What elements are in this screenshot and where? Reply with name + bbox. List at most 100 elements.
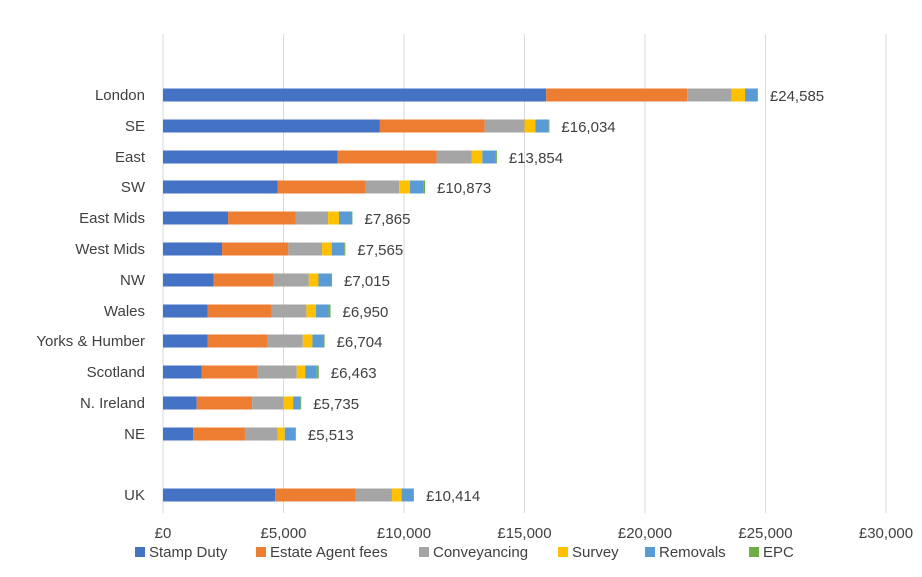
bar-segment [316,305,329,318]
legend-swatch [645,547,655,557]
total-label: £13,854 [509,150,563,167]
bar-segment [380,120,485,133]
bar-segment [392,489,402,502]
legend-swatch [135,547,145,557]
bar-segment [274,274,309,287]
legend-label: Removals [659,544,726,561]
category-label: UK [124,487,145,504]
bar-segment [275,489,356,502]
total-label: £6,950 [342,304,388,321]
bar-segment [309,274,319,287]
legend-swatch [749,547,759,557]
bar-segment [312,335,324,348]
total-label: £24,585 [770,88,824,105]
bar-segment [413,489,414,502]
category-label: N. Ireland [80,395,145,412]
bar-segment [525,120,536,133]
total-label: £10,873 [437,180,491,197]
bar-segment [285,428,296,441]
legend-swatch [558,547,568,557]
bar-segment [228,212,295,225]
bar-segment [163,212,228,225]
x-tick-label: £20,000 [618,525,672,542]
bar-segment [193,428,245,441]
bar-segment [331,274,332,287]
category-label: NE [124,426,145,443]
legend: Stamp Duty Estate Agent fees Conveyancing S… [135,544,794,561]
bar-segment [257,366,297,379]
total-label: £10,414 [426,488,480,505]
x-tick-label: £15,000 [497,525,551,542]
bar-segment [252,397,283,410]
bar-segment [329,305,331,318]
bar-segment [437,151,472,164]
bar-segment [482,151,495,164]
bar-segment [277,181,365,194]
legend-label: Conveyancing [433,544,528,561]
bar-segment [163,243,222,256]
total-label: £5,735 [313,396,359,413]
total-label: £6,463 [331,365,377,382]
bar-segment [208,305,272,318]
bar-segment [163,397,197,410]
bar-segment [745,89,757,102]
bar-segment [338,151,437,164]
category-label: West Mids [75,241,145,258]
bar-segment [163,305,208,318]
bar-segment [485,120,525,133]
bar-segment [163,89,546,102]
bar-segment [344,243,345,256]
legend-label: Survey [572,544,619,561]
bar-segment [303,335,313,348]
legend-label: Estate Agent fees [270,544,388,561]
bar-segment [297,366,305,379]
bar-segment [277,428,284,441]
x-tick-label: £25,000 [738,525,792,542]
bars [163,89,758,502]
bar-segment [293,397,300,410]
category-label: London [95,87,145,104]
legend-label: Stamp Duty [149,544,228,561]
total-label: £7,565 [357,242,403,259]
bar-segment [471,151,482,164]
bar-segment [163,428,193,441]
total-label: £7,865 [365,211,411,228]
x-tick-label: £0 [155,525,172,542]
category-label: SE [125,118,145,135]
bar-segment [332,243,345,256]
bar-segment [163,489,275,502]
bar-segment [268,335,303,348]
bar-segment [322,243,332,256]
bar-segment [163,181,277,194]
x-tick-label: £5,000 [261,525,307,542]
bar-segment [214,274,274,287]
total-label: £16,034 [561,119,615,136]
bar-segment [549,120,550,133]
bar-segment [365,181,399,194]
bar-segment [732,89,745,102]
bar-segment [163,274,214,287]
x-tick-label: £10,000 [377,525,431,542]
bar-segment [245,428,278,441]
bar-segment [208,335,268,348]
bar-segment [318,274,331,287]
bar-segment [300,397,301,410]
bar-segment [324,335,325,348]
category-label: Scotland [87,364,145,381]
legend-label: EPC [763,544,794,561]
bar-segment [535,120,548,133]
bar-segment [399,181,410,194]
category-label: East Mids [79,210,145,227]
bar-segment [202,366,257,379]
total-label: £5,513 [308,427,354,444]
x-tick-label: £30,000 [859,525,913,542]
bar-segment [222,243,288,256]
bar-segment [423,181,425,194]
bar-segment [271,305,306,318]
legend-swatch [256,547,266,557]
total-label: £7,015 [344,273,390,290]
bar-segment [410,181,423,194]
bar-segment [296,212,329,225]
